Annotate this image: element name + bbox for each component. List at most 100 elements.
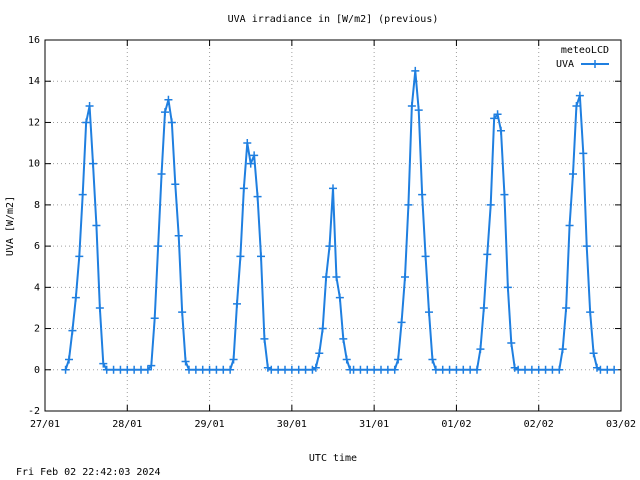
footer: Fri Feb 02 22:42:03 2024 [16, 467, 161, 478]
point-marker [236, 252, 245, 261]
point-marker [109, 365, 118, 374]
point-marker [243, 139, 252, 148]
point-marker [541, 365, 550, 374]
legend-swatch-marker [591, 60, 599, 68]
point-marker [78, 190, 87, 199]
point-marker [198, 365, 207, 374]
point-marker [253, 192, 262, 201]
point-marker [150, 314, 159, 323]
point-marker [287, 365, 296, 374]
point-marker [466, 365, 475, 374]
point-marker [411, 66, 420, 75]
point-marker [318, 324, 327, 333]
point-marker [349, 365, 358, 374]
point-marker [572, 101, 581, 110]
point-marker [610, 365, 619, 374]
x-tick-label: 02/02 [524, 419, 554, 430]
point-marker [394, 355, 403, 364]
x-tick-label: 27/01 [30, 419, 60, 430]
point-marker [418, 190, 427, 199]
point-marker [514, 365, 523, 374]
point-marker [490, 114, 499, 123]
plot-frame [44, 39, 622, 412]
y-tick-label: 12 [28, 117, 40, 128]
point-marker [452, 365, 461, 374]
point-marker [397, 318, 406, 327]
point-marker [239, 184, 248, 193]
point-marker [167, 118, 176, 127]
point-marker [438, 365, 447, 374]
point-marker [486, 200, 495, 209]
point-marker [445, 365, 454, 374]
point-marker [154, 242, 163, 251]
point-marker [161, 108, 169, 117]
point-marker [370, 365, 379, 374]
point-marker [116, 365, 125, 374]
point-marker [521, 365, 529, 374]
y-tick-label: 8 [34, 200, 40, 211]
point-marker [130, 365, 139, 374]
point-marker [250, 151, 259, 160]
y-tick-label: 16 [28, 35, 40, 46]
point-marker [589, 349, 598, 358]
point-marker [311, 363, 320, 372]
y-axis-label: UVA [W/m2] [5, 196, 16, 256]
point-marker [586, 308, 595, 317]
point-marker [164, 95, 173, 104]
point-marker [479, 303, 488, 312]
point-marker [356, 365, 365, 374]
point-marker [339, 334, 348, 343]
x-tick-label: 29/01 [195, 419, 225, 430]
point-marker [503, 283, 512, 292]
point-marker [476, 345, 485, 354]
point-marker [294, 365, 303, 374]
y-tick-label: 10 [28, 159, 40, 170]
point-marker [92, 221, 101, 230]
point-marker [555, 365, 564, 374]
point-marker [428, 355, 437, 364]
point-marker [401, 273, 409, 282]
point-marker [257, 252, 265, 261]
point-marker [174, 231, 183, 240]
point-marker [500, 190, 509, 199]
point-marker [425, 308, 433, 317]
point-marker [582, 242, 591, 251]
chart-title: UVA irradiance in [W/m2] (previous) [228, 14, 439, 25]
point-marker [233, 299, 241, 308]
y-tick-label: 6 [34, 241, 40, 252]
point-marker [185, 365, 193, 374]
x-tick-label: 30/01 [277, 419, 307, 430]
point-marker [377, 365, 385, 374]
point-marker [407, 101, 416, 110]
legend-label: UVA [556, 59, 574, 70]
point-marker [274, 365, 283, 374]
point-marker [212, 365, 221, 374]
point-marker [65, 355, 73, 364]
point-marker [75, 252, 84, 261]
point-marker [558, 345, 567, 354]
point-marker [579, 149, 588, 158]
point-marker [71, 293, 80, 302]
point-marker [596, 365, 605, 374]
point-marker [325, 242, 334, 251]
point-marker [483, 250, 492, 259]
point-marker [178, 308, 187, 317]
point-marker [390, 365, 399, 374]
point-marker [147, 361, 156, 370]
point-marker [85, 101, 94, 110]
point-marker [219, 365, 228, 374]
point-marker [226, 365, 235, 374]
point-marker [562, 303, 571, 312]
point-marker [322, 273, 331, 282]
point-marker [260, 334, 269, 343]
point-marker [102, 365, 111, 374]
point-marker [181, 357, 190, 366]
y-tick-label: 4 [34, 282, 40, 293]
x-tick-label: 03/02 [606, 419, 636, 430]
point-marker [493, 110, 502, 119]
point-marker [246, 159, 255, 168]
point-marker [281, 365, 289, 374]
point-marker [137, 365, 145, 374]
